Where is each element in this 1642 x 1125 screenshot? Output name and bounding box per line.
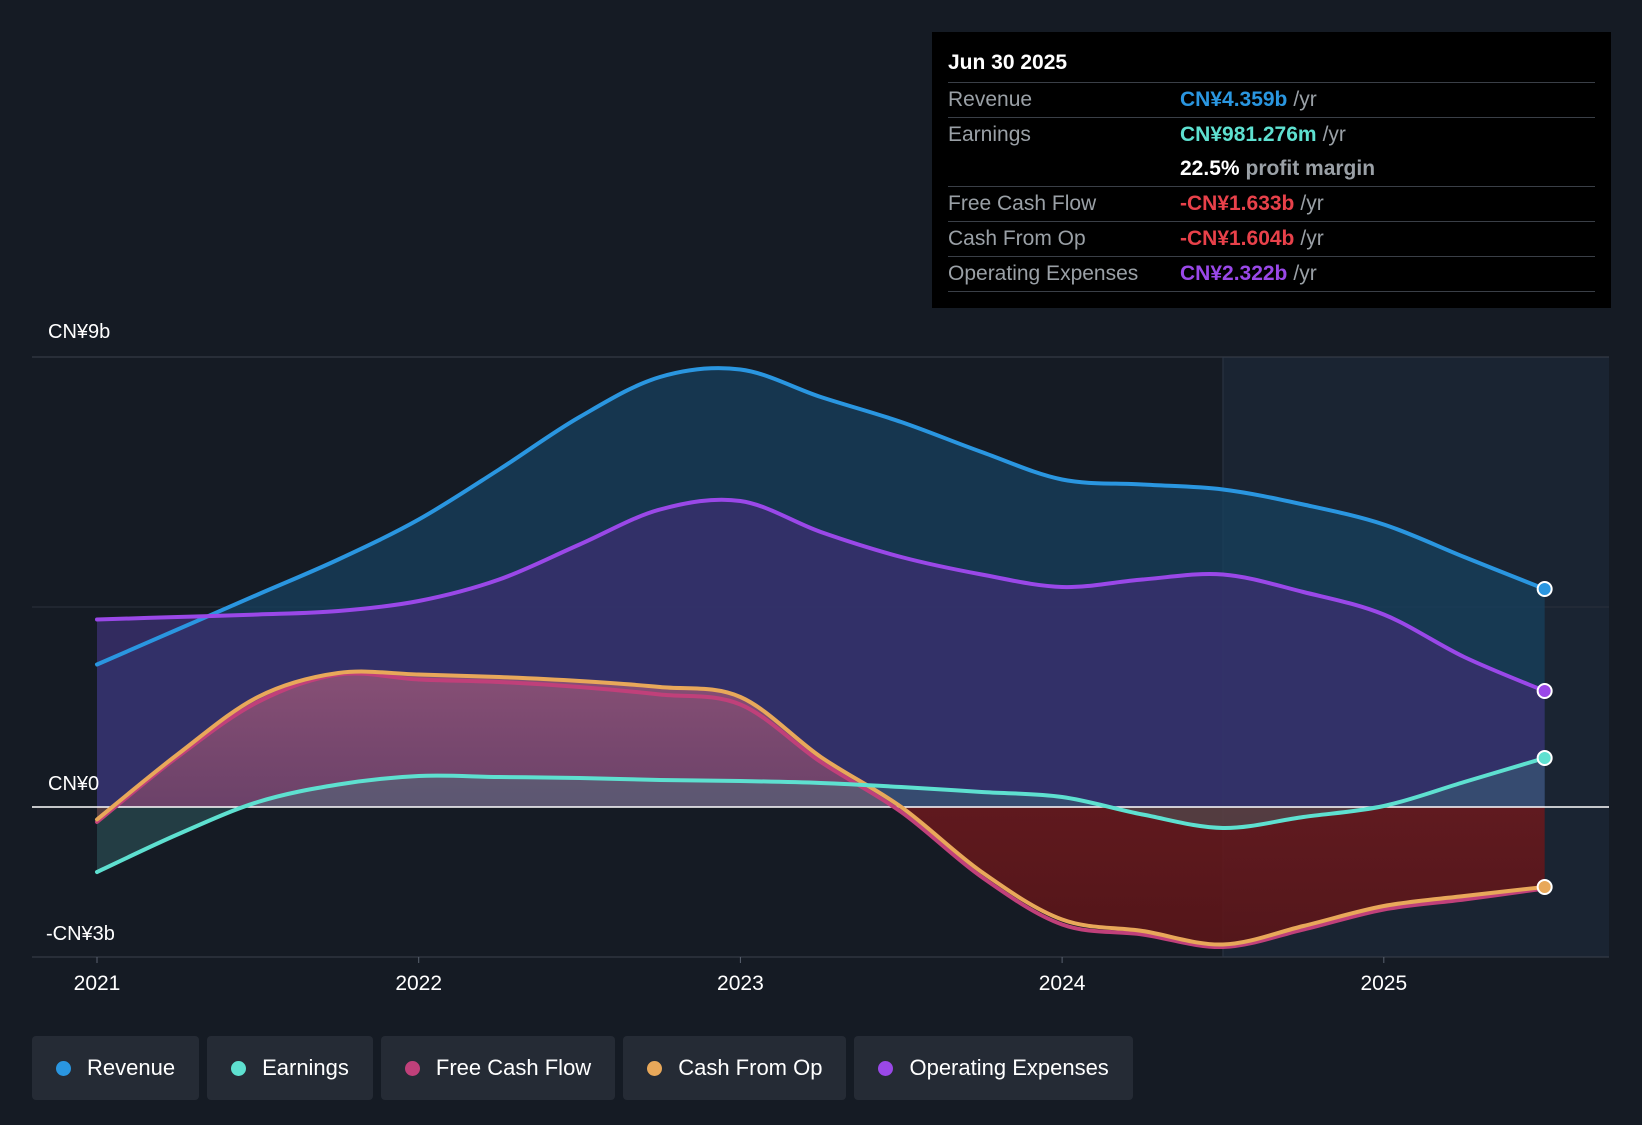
tooltip-cfo-value: -CN¥1.604b xyxy=(1180,227,1295,250)
tooltip-row-revenue: Revenue CN¥4.359b/yr xyxy=(948,83,1595,118)
legend-label: Earnings xyxy=(262,1055,349,1080)
legend-item-earnings[interactable]: Earnings xyxy=(207,1036,373,1100)
area-earnings xyxy=(97,758,1545,872)
legend-dot-icon xyxy=(404,1060,420,1076)
tooltip-panel: Jun 30 2025 Revenue CN¥4.359b/yr Earning… xyxy=(932,32,1611,308)
y-tick-label-zero: CN¥0 xyxy=(48,773,99,795)
tooltip-fcf-value: -CN¥1.633b xyxy=(1180,192,1295,215)
tooltip-opex-label: Operating Expenses xyxy=(948,262,1139,285)
tooltip-opex-value: CN¥2.322b xyxy=(1180,262,1288,285)
tooltip-unit: /yr xyxy=(1300,192,1324,215)
legend-label: Free Cash Flow xyxy=(435,1055,592,1080)
tooltip-row-fcf: Free Cash Flow -CN¥1.633b/yr xyxy=(948,187,1595,222)
tooltip-earnings-value: CN¥981.276m xyxy=(1180,123,1317,146)
tooltip-row-earnings: Earnings CN¥981.276m/yr xyxy=(948,118,1595,152)
tooltip-row-opex: Operating Expenses CN¥2.322b/yr xyxy=(948,257,1595,292)
legend-dot-icon xyxy=(878,1060,894,1076)
x-tick-label-2023: 2023 xyxy=(717,972,764,995)
tooltip-row-cfo: Cash From Op -CN¥1.604b/yr xyxy=(948,222,1595,257)
x-tick-label-2024: 2024 xyxy=(1039,972,1086,995)
tooltip-cfo-label: Cash From Op xyxy=(948,227,1086,250)
tooltip-date: Jun 30 2025 xyxy=(948,32,1595,83)
legend-label: Operating Expenses xyxy=(909,1055,1109,1080)
y-tick-label-bottom: -CN¥3b xyxy=(46,923,115,945)
tooltip-revenue-label: Revenue xyxy=(948,88,1033,111)
x-tick-label-2021: 2021 xyxy=(74,972,121,995)
legend: Revenue Earnings Free Cash Flow Cash Fro… xyxy=(32,1036,1133,1100)
tooltip-unit: /yr xyxy=(1300,227,1324,250)
legend-item-operating-expenses[interactable]: Operating Expenses xyxy=(854,1036,1133,1100)
y-tick-label-top: CN¥9b xyxy=(48,321,110,343)
tooltip-unit: /yr xyxy=(1293,262,1317,285)
legend-label: Revenue xyxy=(87,1055,176,1080)
x-tick-label-2022: 2022 xyxy=(395,972,442,995)
tooltip-margin-value: 22.5% xyxy=(1180,157,1240,180)
tooltip-fcf-label: Free Cash Flow xyxy=(948,192,1097,215)
legend-item-cash-from-op[interactable]: Cash From Op xyxy=(623,1036,847,1100)
line-operating-expenses xyxy=(95,497,1547,693)
end-point-operating-expenses[interactable] xyxy=(1536,683,1553,699)
line-revenue xyxy=(95,366,1547,667)
legend-dot-icon xyxy=(56,1060,71,1076)
tooltip-unit: /yr xyxy=(1322,123,1346,146)
tooltip-row-margin: 22.5% profit margin xyxy=(948,152,1595,187)
tooltip-unit: /yr xyxy=(1293,88,1317,111)
legend-item-revenue[interactable]: Revenue xyxy=(32,1036,200,1100)
end-point-revenue[interactable] xyxy=(1536,581,1553,597)
tooltip-margin-text: profit margin xyxy=(1245,157,1376,180)
legend-item-free-cash-flow[interactable]: Free Cash Flow xyxy=(380,1036,616,1100)
tooltip-revenue-value: CN¥4.359b xyxy=(1180,88,1288,111)
legend-dot-icon xyxy=(231,1060,247,1076)
legend-label: Cash From Op xyxy=(678,1055,823,1080)
legend-dot-icon xyxy=(647,1060,663,1076)
line-cash-from-op xyxy=(95,669,1547,947)
area-cash-from-op-negative xyxy=(97,807,1545,945)
tooltip-margin-spacer xyxy=(948,152,1180,186)
end-point-cash-from-op[interactable] xyxy=(1536,879,1553,895)
area-cash-from-op-positive xyxy=(97,671,1545,807)
tooltip-earnings-label: Earnings xyxy=(948,123,1031,146)
x-tick-label-2025: 2025 xyxy=(1360,972,1407,995)
line-earnings xyxy=(95,756,1547,874)
end-point-earnings[interactable] xyxy=(1536,750,1553,766)
